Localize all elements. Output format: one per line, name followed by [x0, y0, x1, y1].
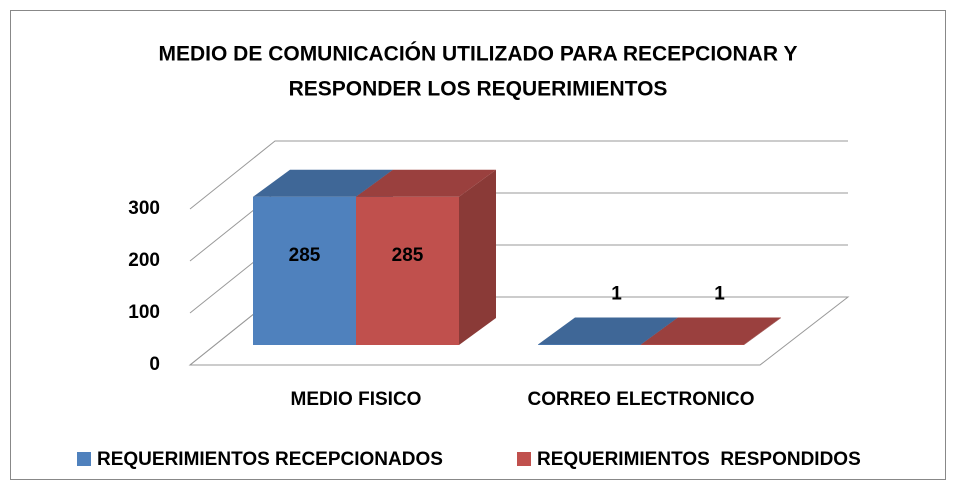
x-tick-label: MEDIO FISICO — [291, 389, 422, 410]
bar-front — [253, 196, 356, 345]
bar-side — [744, 317, 781, 345]
chart-title: MEDIO DE COMUNICACIÓN UTILIZADO PARA REC… — [159, 42, 798, 66]
bar-front — [356, 196, 459, 345]
bar-front — [641, 344, 744, 345]
y-tick-label: 100 — [128, 302, 160, 323]
bar-top — [356, 169, 496, 197]
bar-top — [538, 317, 678, 345]
legend-label: REQUERIMIENTOS RESPONDIDOS — [537, 449, 861, 470]
data-label: 285 — [392, 245, 424, 266]
chart-title: RESPONDER LOS REQUERIMIENTOS — [289, 78, 668, 101]
legend-swatch — [517, 452, 531, 466]
data-label: 1 — [714, 283, 725, 304]
bar-side — [459, 169, 496, 345]
bar-front — [538, 344, 641, 345]
data-label: 1 — [611, 283, 622, 304]
y-tick-label: 0 — [149, 354, 160, 375]
bar — [641, 317, 781, 345]
grid-line — [189, 140, 848, 210]
bar-top — [641, 317, 781, 345]
data-label: 285 — [289, 245, 321, 266]
y-tick-label: 200 — [128, 250, 160, 271]
bar-top — [253, 169, 393, 197]
legend-label: REQUERIMIENTOS RECEPCIONADOS — [97, 449, 443, 470]
y-tick-label: 300 — [128, 198, 160, 219]
x-tick-label: CORREO ELECTRONICO — [528, 389, 755, 410]
legend-swatch — [77, 452, 91, 466]
bar — [356, 169, 496, 345]
